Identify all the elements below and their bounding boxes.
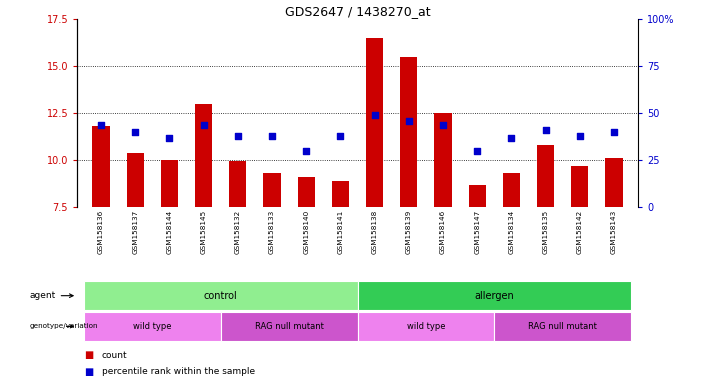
Text: GSM158146: GSM158146 <box>440 210 446 254</box>
Text: percentile rank within the sample: percentile rank within the sample <box>102 367 254 376</box>
Text: RAG null mutant: RAG null mutant <box>529 322 597 331</box>
Bar <box>93 126 109 207</box>
Point <box>301 148 312 154</box>
Text: agent: agent <box>29 291 73 300</box>
Text: GSM158140: GSM158140 <box>304 210 309 254</box>
Text: ■: ■ <box>84 350 93 360</box>
Point <box>608 129 620 135</box>
Bar <box>571 166 588 207</box>
Bar <box>229 161 246 207</box>
Text: count: count <box>102 351 128 360</box>
Point <box>506 135 517 141</box>
Point <box>472 148 483 154</box>
Text: GSM158137: GSM158137 <box>132 210 138 254</box>
Text: GSM158144: GSM158144 <box>166 210 172 254</box>
Text: genotype/variation: genotype/variation <box>29 323 98 329</box>
Point <box>232 133 243 139</box>
Point <box>574 133 585 139</box>
Text: GSM158142: GSM158142 <box>577 210 583 254</box>
Text: RAG null mutant: RAG null mutant <box>254 322 324 331</box>
Point <box>540 127 551 133</box>
Bar <box>298 177 315 207</box>
Text: GSM158141: GSM158141 <box>337 210 343 254</box>
Bar <box>264 172 280 207</box>
Title: GDS2647 / 1438270_at: GDS2647 / 1438270_at <box>285 5 430 18</box>
Bar <box>606 159 622 207</box>
Bar <box>195 104 212 207</box>
Point <box>95 121 107 127</box>
Bar <box>358 312 494 341</box>
Text: GSM158133: GSM158133 <box>269 210 275 254</box>
Bar <box>469 185 486 207</box>
Bar <box>503 174 520 207</box>
Text: GSM158147: GSM158147 <box>474 210 480 254</box>
Bar <box>537 145 554 207</box>
Bar <box>494 312 631 341</box>
Bar <box>358 281 631 310</box>
Text: wild type: wild type <box>133 322 172 331</box>
Bar <box>84 281 358 310</box>
Bar <box>161 161 178 207</box>
Bar <box>400 57 417 207</box>
Bar <box>332 181 349 207</box>
Point <box>437 121 449 127</box>
Text: GSM158136: GSM158136 <box>98 210 104 254</box>
Text: GSM158132: GSM158132 <box>235 210 241 254</box>
Point <box>335 133 346 139</box>
Point <box>164 135 175 141</box>
Text: GSM158145: GSM158145 <box>200 210 207 254</box>
Point <box>403 118 414 124</box>
Text: ■: ■ <box>84 367 93 377</box>
Text: GSM158143: GSM158143 <box>611 210 617 254</box>
Text: GSM158135: GSM158135 <box>543 210 549 254</box>
Bar <box>84 312 221 341</box>
Text: GSM158139: GSM158139 <box>406 210 411 254</box>
Point <box>130 129 141 135</box>
Text: control: control <box>204 291 238 301</box>
Bar <box>221 312 358 341</box>
Text: allergen: allergen <box>475 291 514 301</box>
Bar <box>366 38 383 207</box>
Text: GSM158134: GSM158134 <box>508 210 515 254</box>
Point <box>266 133 278 139</box>
Bar <box>435 113 451 207</box>
Text: wild type: wild type <box>407 322 445 331</box>
Point <box>198 121 209 127</box>
Text: GSM158138: GSM158138 <box>372 210 378 254</box>
Bar <box>127 153 144 207</box>
Point <box>369 112 380 118</box>
